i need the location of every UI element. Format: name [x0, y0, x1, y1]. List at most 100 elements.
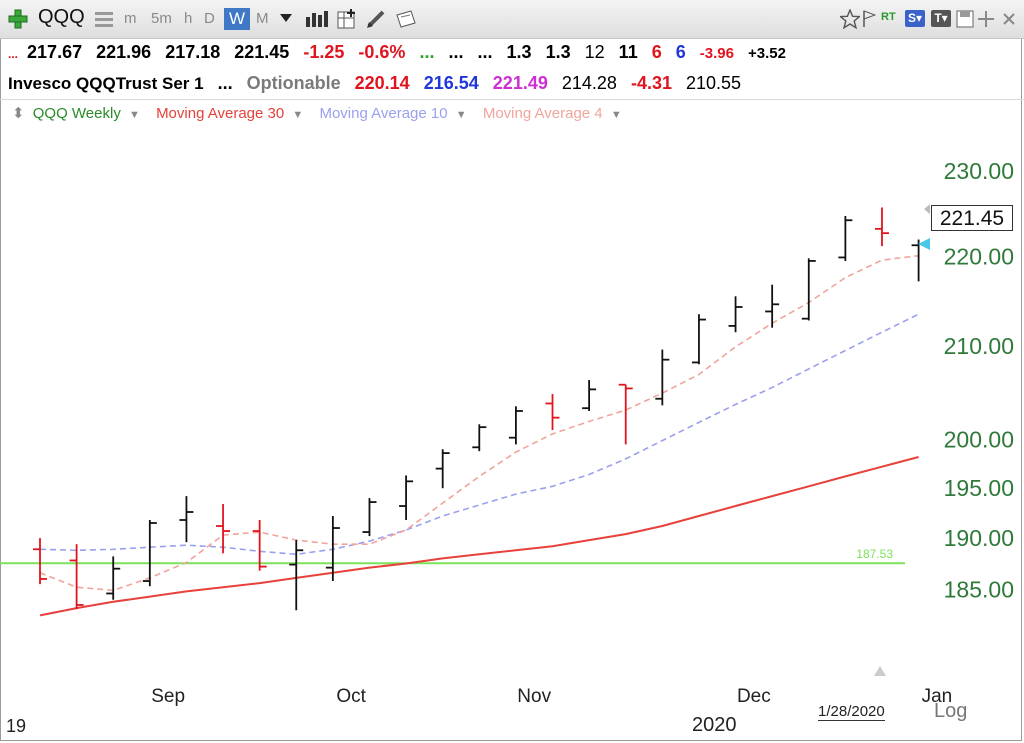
x-axis: Sep Oct Nov Dec Jan	[151, 686, 952, 707]
price-chart[interactable]: 187.53 230.00 220.00 210.00 200.00 195.00 190…	[0, 100, 1024, 743]
interval-dropdown-icon[interactable]	[280, 14, 292, 24]
high-value: 221.96	[96, 42, 152, 62]
low-value: 217.18	[165, 42, 221, 62]
ohlc-bar	[106, 556, 121, 600]
scroll-down-icon	[874, 666, 886, 676]
save-icon[interactable]	[956, 10, 974, 28]
close-value: 221.45	[234, 42, 290, 62]
header-divider	[0, 99, 1024, 100]
notes-icon[interactable]	[395, 9, 417, 29]
quote-row-info: Invesco QQQTrust Ser 1 ... Optionable 22…	[8, 73, 750, 94]
interval-hour[interactable]: h	[184, 10, 193, 27]
legend-ma10-dropdown-icon[interactable]: ▼	[455, 109, 467, 121]
add-study-icon[interactable]	[337, 9, 357, 29]
y-tick-label: 220.00	[944, 244, 1014, 270]
ohlc-bar	[289, 540, 304, 611]
ohlc-bar	[618, 383, 633, 445]
ohlc-bar	[179, 496, 194, 543]
stat-7: -3.96	[699, 45, 734, 62]
ma4-line	[39, 254, 919, 592]
dots-1: ...	[448, 42, 464, 62]
ohlc-bar	[142, 520, 157, 587]
stat-6: 6	[675, 42, 686, 62]
price-6: 210.55	[686, 73, 742, 93]
bar-chart-icon[interactable]	[306, 11, 328, 27]
y-tick-label: 190.00	[944, 525, 1014, 551]
ohlc-bar	[508, 406, 523, 445]
optionable-label: Optionable	[246, 73, 341, 93]
plot-area: 187.53	[0, 207, 926, 617]
add-symbol-icon[interactable]	[8, 9, 28, 29]
ohlc-bar	[325, 515, 340, 582]
draw-pencil-icon[interactable]	[366, 9, 386, 29]
ohlc-bar	[252, 520, 267, 571]
ma30-line	[39, 456, 919, 617]
ohlc-bar	[216, 504, 231, 554]
legend-ma10[interactable]: Moving Average 10	[319, 105, 448, 122]
y-tick-label: 200.00	[944, 427, 1014, 453]
ohlc-bar	[69, 544, 84, 610]
ohlc-bar	[655, 349, 670, 406]
x-tick-label: Dec	[737, 686, 771, 707]
security-name: Invesco QQQTrust Ser 1	[8, 74, 204, 93]
change-value: -1.25	[303, 42, 345, 62]
stat-3: 12	[584, 42, 605, 62]
ohlc-bar	[838, 215, 853, 261]
legend-ma4-dropdown-icon[interactable]: ▼	[610, 109, 622, 121]
change-percent: -0.6%	[358, 42, 406, 62]
interval-week[interactable]: W	[224, 8, 251, 30]
t-icon[interactable]: T▾	[931, 10, 951, 27]
date-box[interactable]: 1/28/2020	[818, 703, 885, 721]
year-label: 2020	[692, 714, 737, 736]
dots-green: ...	[419, 42, 435, 62]
last-price-label: 221.45	[931, 205, 1013, 231]
stat-8: +3.52	[748, 45, 786, 62]
ohlc-bar	[362, 498, 377, 537]
close-icon[interactable]	[1001, 11, 1017, 27]
interval-minute[interactable]: m	[124, 10, 137, 27]
ma10-line	[39, 313, 919, 556]
realtime-rt-icon[interactable]: RT	[881, 11, 896, 23]
price-1: 220.14	[354, 73, 410, 93]
open-value: 217.67	[27, 42, 83, 62]
legend-ma4[interactable]: Moving Average 4	[482, 105, 603, 122]
legend: ⬍ QQQ Weekly ▼ Moving Average 30 ▼ Movin…	[12, 104, 634, 122]
y-tick-label: 195.00	[944, 475, 1014, 501]
row2-dots: ...	[217, 73, 233, 93]
list-icon[interactable]	[95, 11, 113, 27]
ohlc-bar	[801, 258, 816, 321]
ohlc-bar	[545, 394, 560, 431]
price-5: -4.31	[630, 73, 672, 93]
flag-icon[interactable]	[862, 10, 876, 28]
ohlc-bar	[728, 296, 743, 333]
interval-day[interactable]: D	[204, 10, 215, 27]
move-icon[interactable]	[977, 10, 995, 28]
legend-main-dropdown-icon[interactable]: ▼	[129, 109, 140, 121]
symbol-label[interactable]: QQQ	[38, 6, 85, 28]
ohlc-bar	[582, 380, 597, 412]
y-tick-label: 210.00	[944, 333, 1014, 359]
y-tick-label: 230.00	[944, 158, 1014, 184]
price-2: 216.54	[423, 73, 479, 93]
interval-month[interactable]: M	[256, 10, 269, 27]
stat-2: 1.3	[545, 42, 571, 62]
interval-5-minute[interactable]: 5m	[151, 10, 172, 27]
s-icon[interactable]: S▾	[905, 10, 925, 27]
price-3: 221.49	[492, 73, 548, 93]
row1-prefix: ...	[8, 47, 19, 61]
stat-1: 1.3	[506, 42, 532, 62]
stat-4: 11	[618, 42, 638, 62]
legend-ma30-dropdown-icon[interactable]: ▼	[292, 109, 304, 121]
legend-updown-icon[interactable]: ⬍	[12, 105, 25, 122]
stat-5: 6	[651, 42, 662, 62]
quote-row-prices: ... 217.67 221.96 217.18 221.45 -1.25 -0…	[8, 42, 795, 63]
price-4: 214.28	[561, 73, 617, 93]
x-tick-label: Nov	[517, 686, 551, 707]
ohlc-bar	[874, 207, 889, 247]
legend-ma30[interactable]: Moving Average 30	[156, 105, 285, 122]
legend-main-series[interactable]: QQQ Weekly	[32, 105, 121, 122]
star-icon[interactable]	[840, 9, 860, 29]
last-price-marker-icon	[918, 237, 930, 250]
y-axis[interactable]: 230.00 220.00 210.00 200.00 195.00 190.00 185.…	[874, 158, 1014, 676]
log-scale-toggle[interactable]: Log	[934, 700, 968, 722]
